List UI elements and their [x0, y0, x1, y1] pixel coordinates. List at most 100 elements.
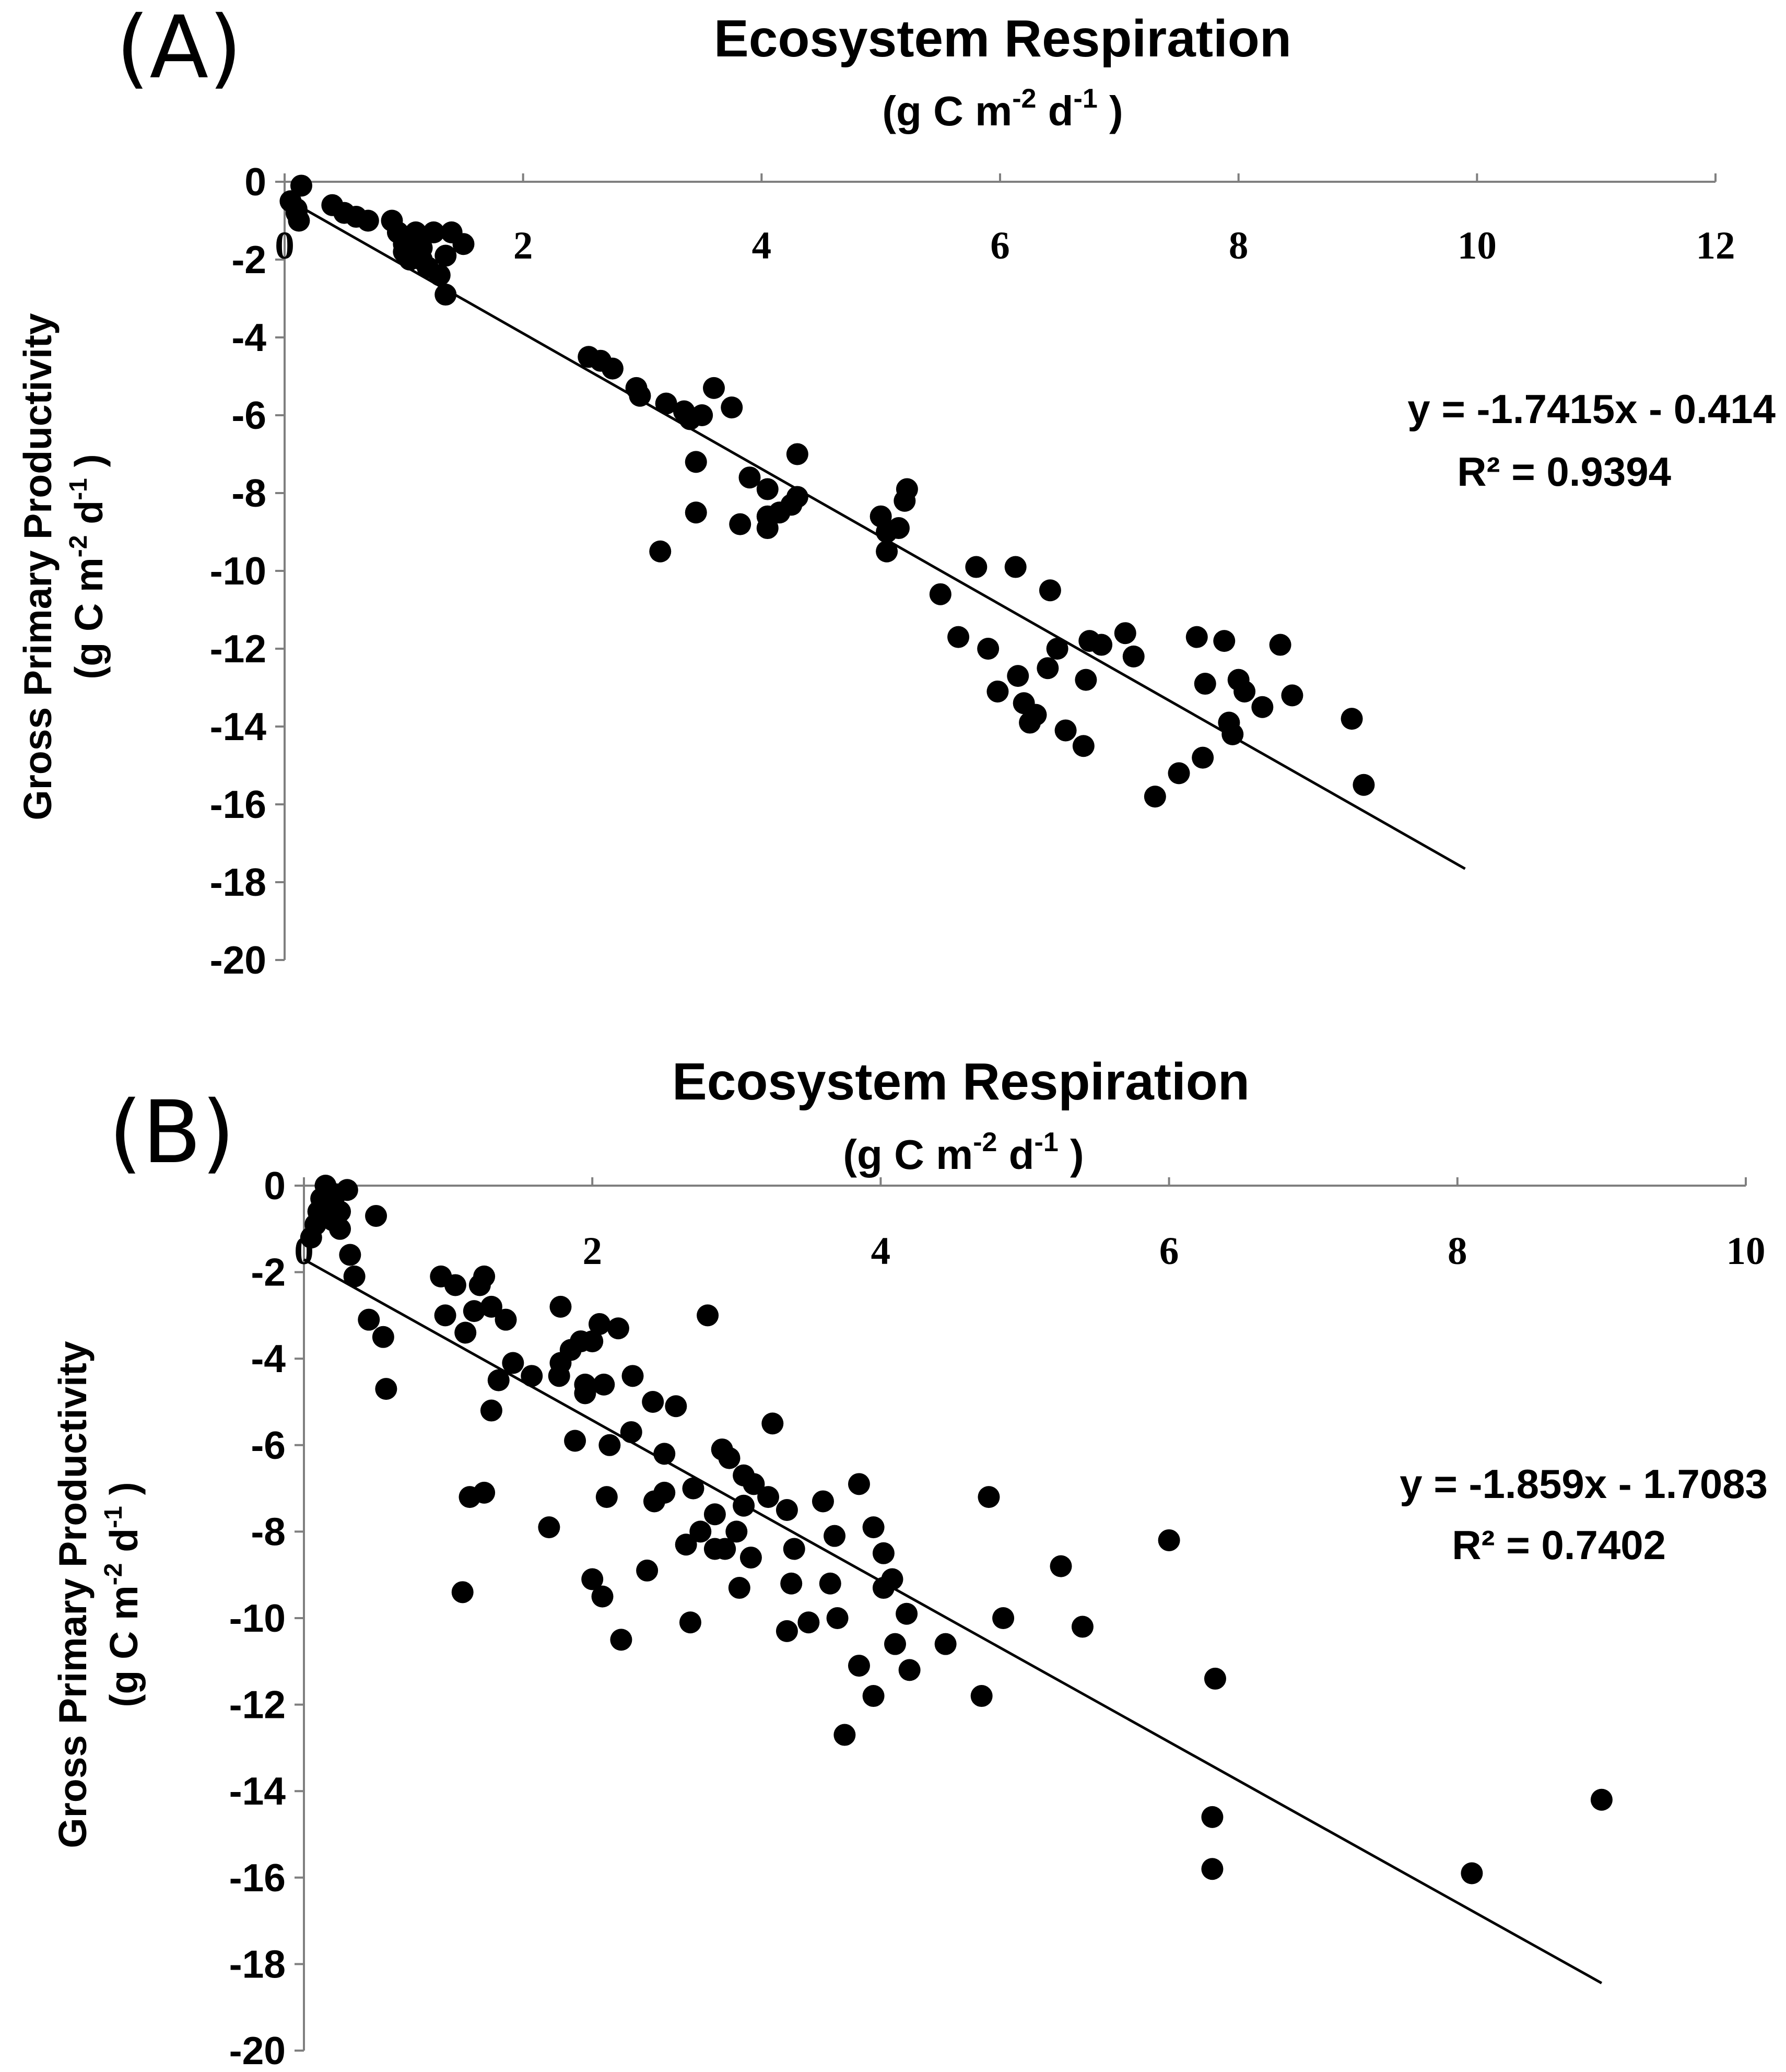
- panel-a-data-point: [1114, 622, 1136, 645]
- panel-b-trendline: [303, 1258, 1603, 1984]
- panel-b-title: Ecosystem Respiration: [672, 1052, 1250, 1111]
- panel-a-data-point: [738, 466, 761, 489]
- panel-b-data-point: [451, 1581, 474, 1603]
- panel-b-data-point: [757, 1486, 780, 1508]
- panel-b-data-point: [703, 1503, 726, 1526]
- panel-a-label: (A): [116, 0, 242, 98]
- panel-a-x-tick-label: 6: [990, 224, 1010, 267]
- panel-a-data-point: [1233, 680, 1256, 703]
- panel-b-data-point: [978, 1486, 1000, 1508]
- panel-b-data-point: [375, 1378, 397, 1400]
- panel-a-data-point: [721, 396, 743, 419]
- panel-b-data-point: [574, 1373, 596, 1396]
- panel-b-data-point: [780, 1572, 803, 1595]
- panel-a-y-tick-label: -4: [231, 315, 266, 359]
- panel-b-y-tick-label: -12: [229, 1683, 286, 1727]
- panel-b-data-point: [336, 1179, 358, 1201]
- panel-b-data-point: [1050, 1555, 1072, 1577]
- panel-a-y-tick-label: -2: [231, 238, 266, 282]
- panel-a-data-point: [1221, 723, 1244, 745]
- panel-a-data-point: [1144, 786, 1166, 808]
- panel-b-data-point: [898, 1659, 921, 1681]
- panel-a-x-tick-label: 0: [275, 224, 295, 267]
- panel-b-r-squared: R² = 0.7402: [1452, 1522, 1666, 1568]
- panel-a-data-point: [1054, 719, 1077, 742]
- panel-a-x-tick-label: 2: [513, 224, 533, 267]
- panel-b-data-point: [826, 1607, 849, 1629]
- panel-a-data-point: [703, 377, 725, 399]
- panel-b-data-point: [1158, 1529, 1180, 1551]
- panel-b-data-point: [819, 1572, 841, 1595]
- panel-b-data-point: [970, 1685, 993, 1707]
- panel-a-data-point: [410, 237, 433, 259]
- panel-a-data-point: [1341, 708, 1363, 730]
- panel-b-data-point: [329, 1218, 351, 1240]
- panel-a-data-point: [1004, 556, 1027, 578]
- panel-a-data-point: [1353, 774, 1375, 796]
- panel-b-data-point: [992, 1607, 1015, 1629]
- panel-b-data-point: [1204, 1667, 1226, 1690]
- panel-b-data-point: [761, 1412, 784, 1435]
- panel-b-data-point: [881, 1568, 903, 1590]
- panel-b-data-point: [598, 1434, 621, 1456]
- panel-b-data-point: [679, 1611, 701, 1634]
- panel-b-data-point: [463, 1300, 485, 1322]
- panel-b-data-point: [329, 1200, 351, 1223]
- panel-a-y-tick-label: -8: [231, 471, 266, 515]
- panel-b-data-point: [610, 1629, 632, 1651]
- panel-b-data-point: [581, 1330, 604, 1353]
- panel-a-x-tick-label: 8: [1229, 224, 1249, 267]
- panel-b-data-point: [653, 1443, 676, 1465]
- panel-b-data-point: [495, 1308, 517, 1331]
- panel-b-data-point: [502, 1352, 524, 1374]
- panel-a-x-tick-label: 10: [1458, 224, 1497, 267]
- panel-a-data-point: [1213, 630, 1236, 652]
- panel-a-data-point: [434, 284, 457, 306]
- panel-b-data-point: [824, 1525, 846, 1547]
- panel-b-data-point: [653, 1481, 676, 1504]
- panel-b-data-point: [665, 1395, 687, 1418]
- panel-a-y-tick-label: -16: [210, 782, 266, 826]
- panel-b-y-tick-label: -10: [229, 1596, 286, 1640]
- panel-a-data-point: [876, 540, 898, 563]
- panel-b-x-tick-label: 8: [1448, 1230, 1467, 1273]
- panel-b-data-point: [581, 1568, 604, 1590]
- panel-b-data-point: [934, 1633, 957, 1655]
- panel-b-data-point: [642, 1391, 664, 1413]
- panel-a-data-point: [929, 583, 951, 605]
- panel-b-data-point: [473, 1265, 496, 1287]
- panel-b-data-point: [848, 1473, 870, 1495]
- panel-a-data-point: [691, 404, 713, 426]
- panel-a-y-tick-label: -12: [210, 627, 266, 671]
- panel-a-data-point: [1251, 696, 1274, 718]
- panel-b-data-point: [636, 1559, 659, 1582]
- panel-b-data-point: [454, 1321, 477, 1344]
- panel-a-data-point: [756, 478, 779, 500]
- panel-b-x-tick-label: 4: [871, 1230, 891, 1273]
- panel-b-y-axis-label: Gross Primary Productivity (g C m-2 d-1 …: [51, 1341, 146, 1848]
- panel-a-data-point: [896, 478, 918, 500]
- panel-a-plot-area: 0-2-4-6-8-10-12-14-16-18-200 2 4 6 8 10 12: [210, 160, 1735, 982]
- panel-b-trend-equation: y = -1.859x - 1.7083: [1400, 1461, 1768, 1507]
- panel-b-data-point: [697, 1304, 719, 1327]
- panel-b-x-axis-unit: (g C m-2 d-1 ): [843, 1127, 1084, 1178]
- panel-b-data-point: [358, 1308, 380, 1331]
- panel-a-data-point: [1025, 704, 1047, 726]
- panel-b-data-point: [621, 1365, 644, 1387]
- panel-a-y-axis-title: Gross Primary Productivity: [16, 313, 60, 820]
- panel-a-data-point: [1075, 669, 1097, 691]
- panel-a-data-point: [357, 209, 379, 232]
- panel-a-x-tick-label: 4: [752, 224, 772, 267]
- panel-b-data-point: [444, 1274, 466, 1296]
- panel-b-data-point: [487, 1369, 510, 1391]
- panel-b-y-tick-label: -14: [229, 1769, 286, 1813]
- panel-b-label: (B): [109, 1082, 235, 1183]
- panel-b-data-point: [862, 1685, 885, 1707]
- panel-a-data-point: [629, 384, 651, 407]
- panel-b-data-point: [434, 1304, 456, 1327]
- panel-a-data-point: [601, 357, 624, 380]
- panel-a-r-squared: R² = 0.9394: [1457, 449, 1671, 495]
- panel-a-data-point: [1281, 684, 1303, 707]
- panel-b-data-point: [728, 1577, 750, 1599]
- panel-a-trendline: [284, 196, 1466, 870]
